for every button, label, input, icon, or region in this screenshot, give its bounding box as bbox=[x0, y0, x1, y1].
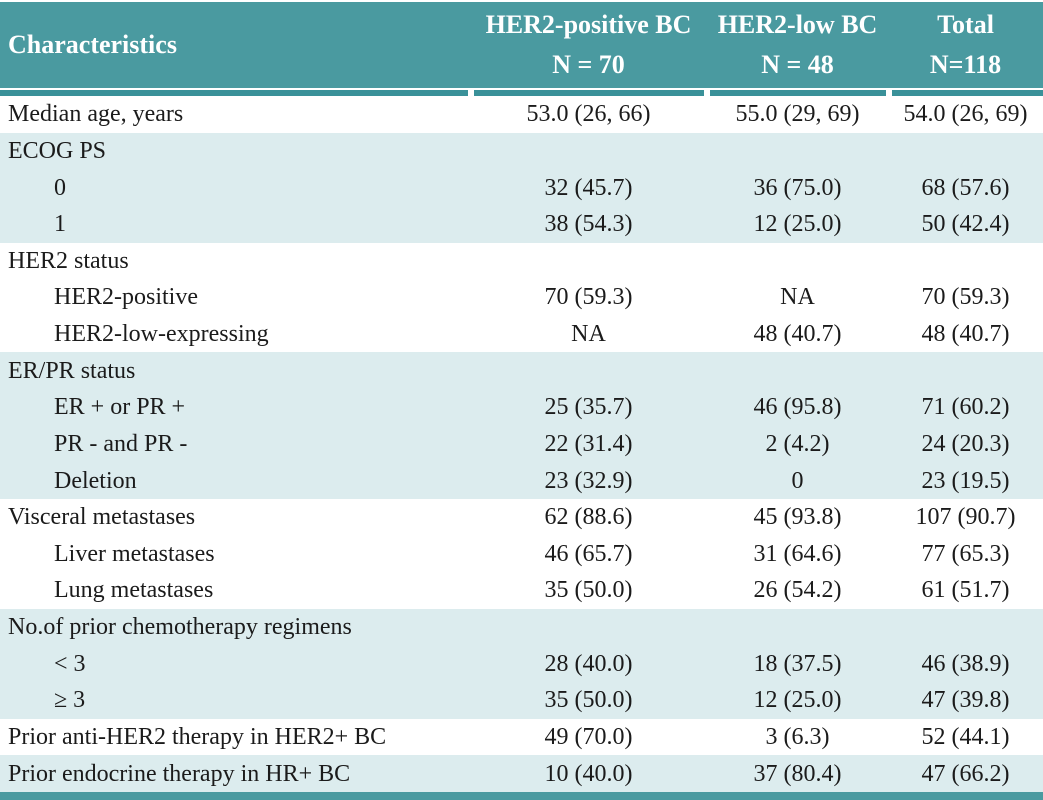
cell-her2-low: 26 (54.2) bbox=[753, 577, 842, 604]
row-label: 1 bbox=[54, 211, 66, 238]
cell-total: 46 (38.9) bbox=[921, 650, 1010, 677]
cell-her2-low: 12 (25.0) bbox=[753, 211, 842, 238]
cell-her2-positive: 49 (70.0) bbox=[544, 723, 633, 750]
row-label: PR - and PR - bbox=[54, 430, 188, 457]
cell-her2-positive: 32 (45.7) bbox=[544, 174, 633, 201]
cell-total: 47 (66.2) bbox=[921, 760, 1010, 787]
cell-her2-low: 18 (37.5) bbox=[753, 650, 842, 677]
cell-her2-low: 48 (40.7) bbox=[753, 321, 842, 348]
header-n-total: N=118 bbox=[929, 50, 1002, 79]
cell-her2-low: 46 (95.8) bbox=[753, 394, 842, 421]
row-label: 0 bbox=[54, 174, 66, 201]
table-row: HER2-positive 70 (59.3) NA 70 (59.3) bbox=[0, 279, 1043, 316]
cell-her2-low: 37 (80.4) bbox=[753, 760, 842, 787]
cell-total: 54.0 (26, 69) bbox=[903, 101, 1028, 128]
table-row: 1 38 (54.3) 12 (25.0) 50 (42.4) bbox=[0, 205, 1043, 243]
cell-her2-low: 2 (4.2) bbox=[765, 430, 830, 457]
cell-her2-positive: 46 (65.7) bbox=[544, 540, 633, 567]
cell-total: 77 (65.3) bbox=[921, 540, 1010, 567]
header-divider-gap bbox=[0, 88, 1043, 90]
table-row: 0 32 (45.7) 36 (75.0) 68 (57.6) bbox=[0, 169, 1043, 206]
cell-her2-positive: 35 (50.0) bbox=[544, 577, 633, 604]
cell-total: 47 (39.8) bbox=[921, 687, 1010, 714]
cell-her2-positive: 35 (50.0) bbox=[544, 687, 633, 714]
table-row: No.of prior chemotherapy regimens bbox=[0, 608, 1043, 646]
cell-her2-low: 55.0 (29, 69) bbox=[735, 101, 860, 128]
cell-total: 107 (90.7) bbox=[915, 504, 1016, 531]
row-label: Prior endocrine therapy in HR+ BC bbox=[8, 760, 351, 787]
row-label: ≥ 3 bbox=[54, 687, 86, 714]
row-label: Liver metastases bbox=[54, 540, 215, 567]
cell-her2-positive: 25 (35.7) bbox=[544, 394, 633, 421]
table-row: HER2 status bbox=[0, 242, 1043, 280]
table-row: ER/PR status bbox=[0, 352, 1043, 389]
header-col-her2-positive: HER2-positive BC bbox=[485, 10, 692, 39]
table-row: ER + or PR + 25 (35.7) 46 (95.8) 71 (60.… bbox=[0, 389, 1043, 426]
cell-total: 70 (59.3) bbox=[921, 284, 1010, 311]
cell-total: 52 (44.1) bbox=[921, 723, 1010, 750]
row-label: ER/PR status bbox=[8, 357, 136, 384]
cell-total: 24 (20.3) bbox=[921, 430, 1010, 457]
row-label: ECOG PS bbox=[8, 137, 107, 164]
cell-her2-positive: NA bbox=[571, 321, 606, 348]
row-label: Visceral metastases bbox=[8, 504, 196, 531]
header-n-her2-low: N = 48 bbox=[761, 50, 834, 79]
column-gutter bbox=[468, 90, 474, 96]
row-label: < 3 bbox=[54, 650, 86, 677]
cell-her2-positive: 28 (40.0) bbox=[544, 650, 633, 677]
row-label: Median age, years bbox=[8, 101, 184, 128]
cell-her2-positive: 10 (40.0) bbox=[544, 760, 633, 787]
table-row: Deletion 23 (32.9) 0 23 (19.5) bbox=[0, 462, 1043, 499]
cell-her2-positive: 70 (59.3) bbox=[544, 284, 633, 311]
header-characteristics: Characteristics bbox=[8, 30, 177, 59]
cell-her2-low: 36 (75.0) bbox=[753, 174, 842, 201]
table-bottom-bar bbox=[0, 792, 1043, 800]
header-divider-line bbox=[0, 90, 1043, 96]
cell-her2-positive: 22 (31.4) bbox=[544, 430, 633, 457]
cell-her2-low: 31 (64.6) bbox=[753, 540, 842, 567]
cell-her2-positive: 62 (88.6) bbox=[544, 504, 633, 531]
row-label: Deletion bbox=[54, 467, 137, 494]
header-col-her2-low: HER2-low BC bbox=[717, 10, 878, 39]
row-label: HER2-positive bbox=[54, 284, 198, 311]
row-label: HER2-low-expressing bbox=[54, 321, 269, 348]
cell-her2-low: 3 (6.3) bbox=[765, 723, 830, 750]
table-body: Median age, years 53.0 (26, 66) 55.0 (29… bbox=[0, 96, 1043, 792]
row-label: HER2 status bbox=[8, 247, 129, 274]
table-row: PR - and PR - 22 (31.4) 2 (4.2) 24 (20.3… bbox=[0, 425, 1043, 463]
header-col-total: Total bbox=[937, 10, 994, 39]
cell-her2-low: 12 (25.0) bbox=[753, 687, 842, 714]
cell-her2-positive: 23 (32.9) bbox=[544, 467, 633, 494]
cell-total: 48 (40.7) bbox=[921, 321, 1010, 348]
cell-total: 71 (60.2) bbox=[921, 394, 1010, 421]
row-label: Prior anti-HER2 therapy in HER2+ BC bbox=[8, 723, 387, 750]
table-header: Characteristics HER2-positive BC HER2-lo… bbox=[0, 2, 1043, 88]
cell-total: 23 (19.5) bbox=[921, 467, 1010, 494]
table-row: Prior anti-HER2 therapy in HER2+ BC 49 (… bbox=[0, 718, 1043, 756]
cell-her2-low: 0 bbox=[791, 467, 804, 494]
cell-total: 68 (57.6) bbox=[921, 174, 1010, 201]
table-row: Liver metastases 46 (65.7) 31 (64.6) 77 … bbox=[0, 535, 1043, 573]
table-row: Prior endocrine therapy in HR+ BC 10 (40… bbox=[0, 755, 1043, 792]
column-gutter bbox=[704, 90, 710, 96]
table-row: Visceral metastases 62 (88.6) 45 (93.8) … bbox=[0, 498, 1043, 536]
row-label: Lung metastases bbox=[54, 577, 214, 604]
header-n-her2-positive: N = 70 bbox=[552, 50, 625, 79]
cell-her2-low: NA bbox=[780, 284, 815, 311]
cell-total: 61 (51.7) bbox=[921, 577, 1010, 604]
table-row: ≥ 3 35 (50.0) 12 (25.0) 47 (39.8) bbox=[0, 682, 1043, 719]
table-row: ECOG PS bbox=[0, 132, 1043, 170]
cell-her2-positive: 53.0 (26, 66) bbox=[526, 101, 651, 128]
row-label: No.of prior chemotherapy regimens bbox=[8, 614, 352, 641]
table-row: HER2-low-expressing NA 48 (40.7) 48 (40.… bbox=[0, 315, 1043, 353]
table-row: Lung metastases 35 (50.0) 26 (54.2) 61 (… bbox=[0, 572, 1043, 609]
row-label: ER + or PR + bbox=[54, 394, 186, 421]
cell-her2-low: 45 (93.8) bbox=[753, 504, 842, 531]
table-row: Median age, years 53.0 (26, 66) 55.0 (29… bbox=[0, 96, 1043, 133]
table-row: < 3 28 (40.0) 18 (37.5) 46 (38.9) bbox=[0, 645, 1043, 682]
cell-total: 50 (42.4) bbox=[921, 211, 1010, 238]
column-gutter bbox=[886, 90, 892, 96]
cell-her2-positive: 38 (54.3) bbox=[544, 211, 633, 238]
